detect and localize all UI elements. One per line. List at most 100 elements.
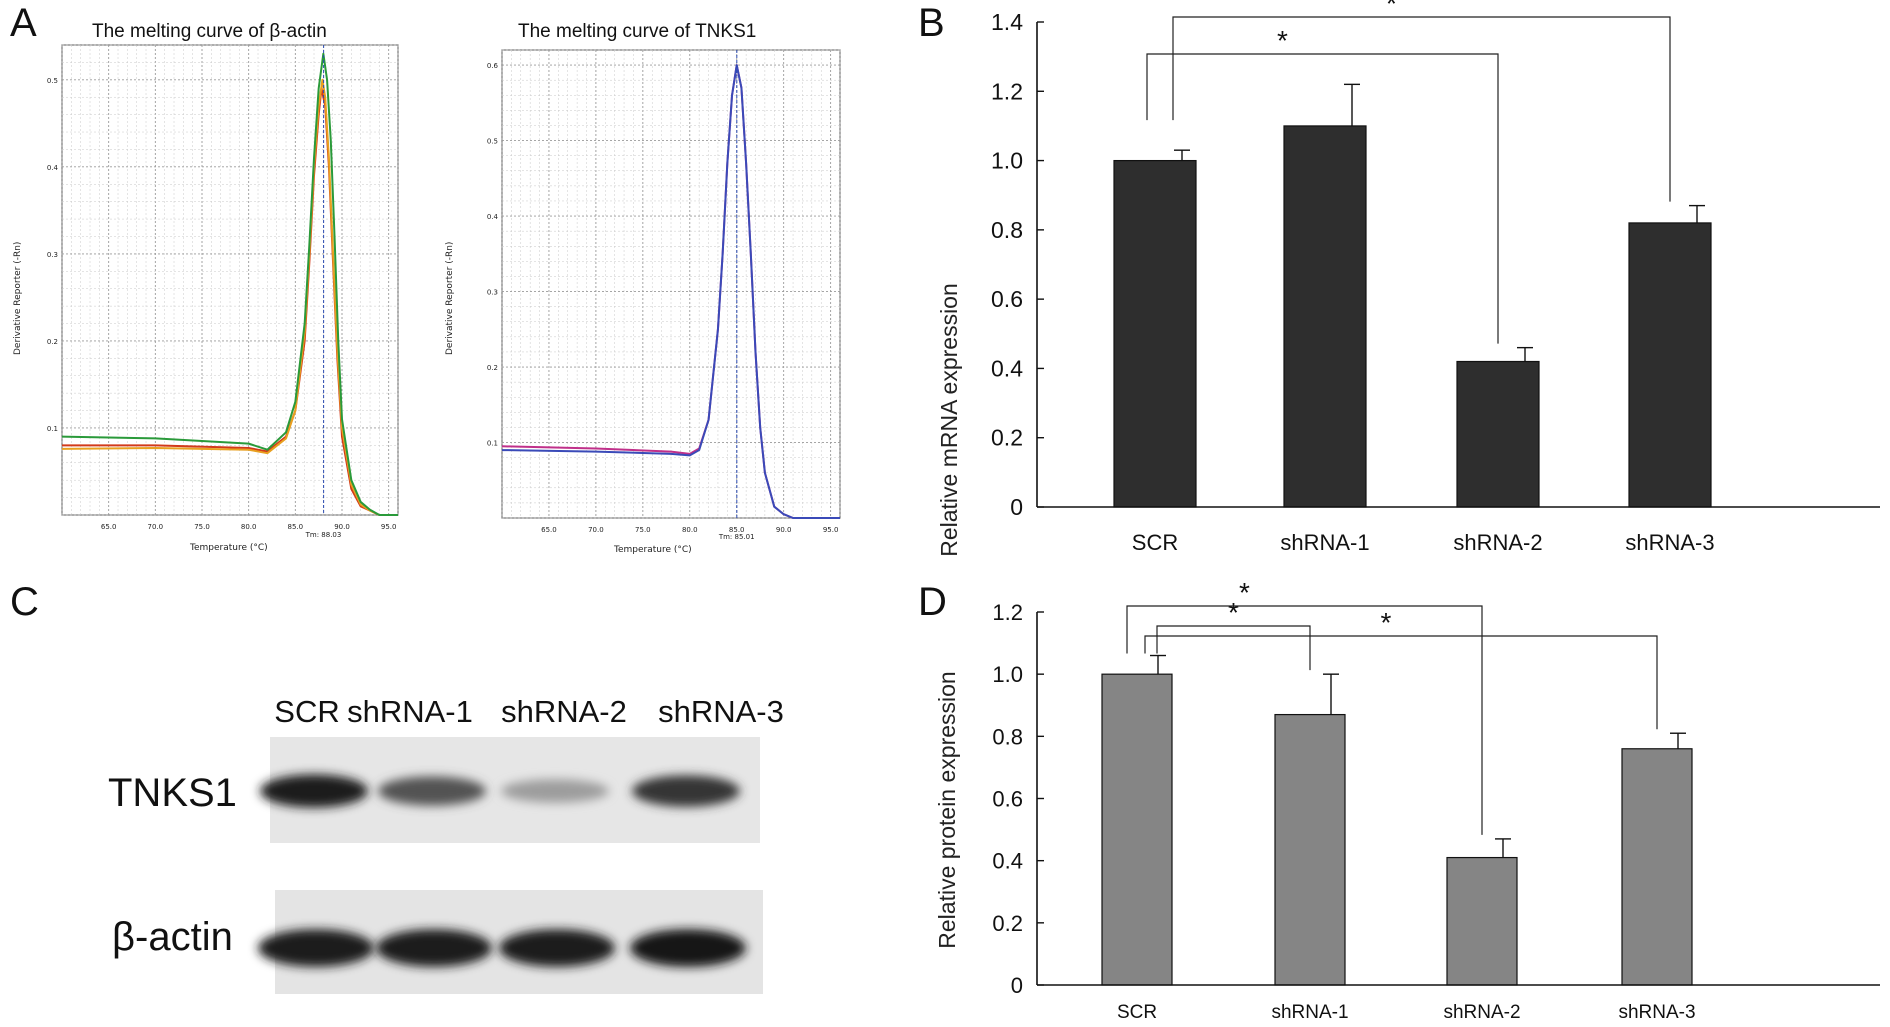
mrna-axes: 0 0.2 0.4 0.6 0.8 1.0 1.2 1.4: [991, 9, 1880, 520]
y-tick-label: 0.4: [991, 355, 1023, 381]
significance-star: *: [1277, 25, 1288, 56]
y-tick-label: 1.4: [991, 9, 1023, 35]
significance-bracket: [1144, 635, 1658, 730]
category-label: shRNA-1: [1271, 1002, 1348, 1023]
melting-curve-actin-ticks: 65.0 70.0 75.0 80.0 85.0 90.0 95.0 0.1 0.2 0.3 0.4…: [47, 77, 397, 531]
bar: [1274, 713, 1346, 986]
actin-band: [376, 929, 492, 967]
blot-lane-label: shRNA-3: [658, 694, 784, 729]
melt-x-tick: 70.0: [148, 523, 164, 531]
melt-x-tick: 85.0: [729, 526, 745, 534]
protein-axes: 0 0.2 0.4 0.6 0.8 1.0 1.2: [992, 600, 1880, 998]
y-tick-label: 0.8: [992, 724, 1023, 749]
melting-curve-actin-title: The melting curve of β-actin: [92, 21, 327, 42]
y-tick-label: 0.6: [991, 286, 1023, 312]
melting-curve-tnks1-series: [501, 50, 840, 519]
tnks1-band: [501, 779, 609, 803]
actin-band: [499, 929, 615, 967]
protein-bar-chart: SCR shRNA-1 shRNA-2 shRNA-3 0 0.2 0.4 0.6 0.8 1.…: [934, 577, 1880, 1023]
melt-x-tick: 85.0: [288, 523, 304, 531]
melting-curve-actin: The melting curve of β-actin 65.0 70.0 75.…: [13, 21, 399, 553]
bar: [1113, 159, 1197, 508]
actin-band: [258, 929, 374, 967]
actin-band: [630, 929, 746, 967]
y-tick-label: 0.6: [992, 787, 1023, 812]
melt-y-tick: 0.5: [487, 138, 498, 146]
melt-y-tick: 0.3: [47, 251, 58, 259]
blot-bands: [258, 774, 746, 967]
melting-curve-tnks1-xlabel: Temperature (°C): [613, 545, 692, 555]
melt-y-tick: 0.4: [487, 213, 499, 221]
significance-bracket: [1172, 16, 1671, 202]
bar: [1628, 222, 1712, 508]
category-label: shRNA-2: [1453, 530, 1542, 555]
melt-x-tick: 80.0: [682, 526, 698, 534]
bar: [1283, 125, 1367, 508]
melt-x-tick: 70.0: [588, 526, 604, 534]
bar: [1621, 748, 1693, 986]
melting-curve-actin-tm-label: Tm: 88.03: [305, 531, 342, 539]
melt-y-tick: 0.6: [487, 62, 499, 70]
panel-letter-c: C: [10, 580, 39, 624]
melt-y-tick: 0.3: [487, 289, 498, 297]
melt-x-tick: 65.0: [101, 523, 117, 531]
melt-x-tick: 95.0: [381, 523, 397, 531]
melt-x-tick: 65.0: [541, 526, 557, 534]
y-tick-label: 0.4: [992, 849, 1023, 874]
protein-ylabel: Relative protein expression: [934, 671, 960, 948]
melt-y-tick: 0.2: [47, 338, 58, 346]
y-tick-label: 1.0: [991, 148, 1023, 174]
category-label: shRNA-2: [1443, 1002, 1520, 1023]
melting-curve-actin-series: [61, 45, 398, 516]
y-tick-label: 1.2: [991, 78, 1023, 104]
melting-curve-tnks1-title: The melting curve of TNKS1: [518, 21, 756, 42]
significance-star: *: [1239, 577, 1250, 608]
melt-y-tick: 0.1: [47, 425, 58, 433]
tnks1-band: [260, 774, 368, 808]
blot-row-label-tnks1: TNKS1: [108, 771, 237, 815]
category-label: SCR: [1132, 530, 1178, 555]
melting-curve-actin-ylabel: Derivative Reporter (-Rn): [13, 242, 23, 355]
category-label: shRNA-1: [1280, 530, 1369, 555]
melt-series-line: [61, 78, 398, 516]
y-tick-label: 0: [1011, 973, 1023, 998]
melt-series-line: [61, 52, 398, 516]
panel-letter-a: A: [10, 1, 37, 45]
mrna-significance: **: [1146, 0, 1671, 344]
category-label: shRNA-3: [1618, 1002, 1695, 1023]
blot-lane-labels: SCR shRNA-1 shRNA-2 shRNA-3: [274, 694, 784, 729]
tnks1-band: [378, 776, 486, 806]
melt-series-line: [501, 64, 840, 519]
melting-curve-tnks1-ylabel: Derivative Reporter (-Rn): [445, 242, 455, 355]
blot-lane-label: shRNA-1: [347, 694, 473, 729]
blot-row-label-actin: β-actin: [112, 915, 233, 959]
significance-bracket: [1126, 605, 1483, 835]
category-label: SCR: [1117, 1002, 1157, 1023]
mrna-bar-chart: SCR shRNA-1 shRNA-2 shRNA-3 0 0.2 0.4 0.6 0.8 1.…: [936, 0, 1880, 557]
melt-y-tick: 0.1: [487, 440, 498, 448]
melting-curve-tnks1: The melting curve of TNKS1 65.0 70.0 75.0 8…: [445, 21, 841, 555]
panel-letter-b: B: [918, 1, 945, 45]
significance-star: *: [1386, 0, 1397, 19]
blot-lane-label: shRNA-2: [501, 694, 627, 729]
bar: [1101, 673, 1173, 986]
melt-x-tick: 95.0: [823, 526, 839, 534]
significance-bracket: [1146, 53, 1499, 344]
melt-x-tick: 90.0: [776, 526, 792, 534]
significance-star: *: [1228, 597, 1239, 628]
tnks1-band: [632, 775, 740, 807]
significance-bracket: [1156, 625, 1311, 671]
panel-letter-d: D: [918, 580, 947, 624]
melt-y-tick: 0.5: [47, 77, 58, 85]
mrna-ylabel: Relative mRNA expression: [936, 283, 962, 557]
bar: [1456, 360, 1540, 508]
mrna-bars: SCR shRNA-1 shRNA-2 shRNA-3: [1113, 83, 1715, 555]
y-tick-label: 1.2: [992, 600, 1023, 625]
melting-curve-tnks1-tm-label: Tm: 85.01: [718, 533, 755, 541]
melt-x-tick: 75.0: [635, 526, 651, 534]
protein-significance: ***: [1126, 577, 1658, 835]
melting-curve-actin-xlabel: Temperature (°C): [189, 543, 268, 553]
significance-star: *: [1381, 607, 1392, 638]
y-tick-label: 0.2: [992, 911, 1023, 936]
